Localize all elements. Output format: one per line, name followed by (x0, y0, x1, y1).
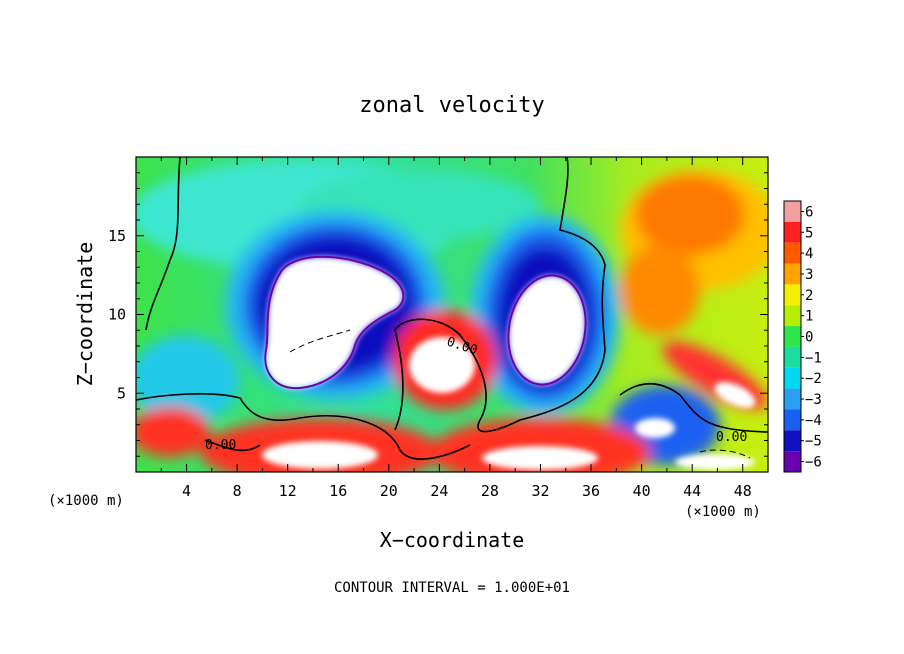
contour-interval-note: CONTOUR INTERVAL = 1.000E+01 (334, 580, 570, 596)
x-tick-label: 28 (481, 482, 499, 500)
colorbar-label: 2 (805, 288, 813, 304)
x-tick-label: 36 (582, 482, 600, 500)
colorbar-label: −2 (805, 371, 822, 387)
colorbar-swatch (784, 346, 801, 368)
colorbar-swatch (784, 263, 801, 285)
chart-title: zonal velocity (359, 93, 544, 118)
colorbar-swatch (784, 284, 801, 306)
x-axis: 4 8 12 16 20 24 28 32 36 40 44 48 (160, 157, 752, 500)
contour-label: 0.00 (205, 438, 236, 453)
colorbar-swatch (784, 201, 801, 222)
colorbar-label: −5 (805, 434, 822, 450)
x-tick-label: 12 (279, 482, 297, 500)
colorbar-swatch (784, 305, 801, 327)
y-tick-label: 15 (108, 227, 126, 245)
x-tick-label: 4 (182, 482, 191, 500)
x-tick-label: 48 (734, 482, 752, 500)
contour-label: 0.00 (716, 430, 747, 445)
y-axis: 5 10 15 (108, 172, 768, 457)
colorbar-swatch (784, 367, 801, 389)
zero-contour-lines (136, 157, 768, 460)
x-tick-label: 20 (380, 482, 398, 500)
colorbar-swatch (784, 409, 801, 431)
x-axis-title: X−coordinate (380, 528, 525, 552)
colorbar-label: 6 (805, 204, 813, 220)
y-tick-label: 10 (108, 306, 126, 324)
x-unit-label-right: (×1000 m) (685, 504, 761, 520)
y-tick-label: 5 (117, 384, 126, 402)
colorbar-swatch (784, 221, 801, 243)
heatmap-field (136, 157, 768, 472)
colorbar-label: 4 (805, 246, 813, 262)
x-tick-label: 32 (531, 482, 549, 500)
negative-contour-lines (289, 329, 751, 459)
colorbar-swatch (784, 388, 801, 410)
x-tick-label: 24 (430, 482, 448, 500)
x-tick-label: 44 (683, 482, 701, 500)
colorbar-label: 5 (805, 225, 813, 241)
colorbar-swatch (784, 430, 801, 452)
colorbar-label: −1 (805, 350, 822, 366)
x-tick-label: 40 (633, 482, 651, 500)
y-axis-title: Z−coordinate (73, 242, 97, 387)
colorbar-label: 3 (805, 267, 813, 283)
colorbar-label: −4 (805, 413, 822, 429)
x-tick-label: 8 (233, 482, 242, 500)
x-unit-label-left: (×1000 m) (48, 493, 124, 509)
colorbar-label: −6 (805, 455, 822, 471)
colorbar-swatch (784, 326, 801, 347)
colorbar: 6 5 4 3 2 1 0 −1 −2 −3 −4 −5 −6 (783, 200, 822, 473)
x-tick-label: 16 (329, 482, 347, 500)
colorbar-label: −3 (805, 392, 822, 408)
colorbar-swatch (784, 242, 801, 264)
colorbar-label: 1 (805, 309, 813, 325)
colorbar-label: 0 (805, 330, 813, 346)
colorbar-swatch (784, 451, 801, 472)
